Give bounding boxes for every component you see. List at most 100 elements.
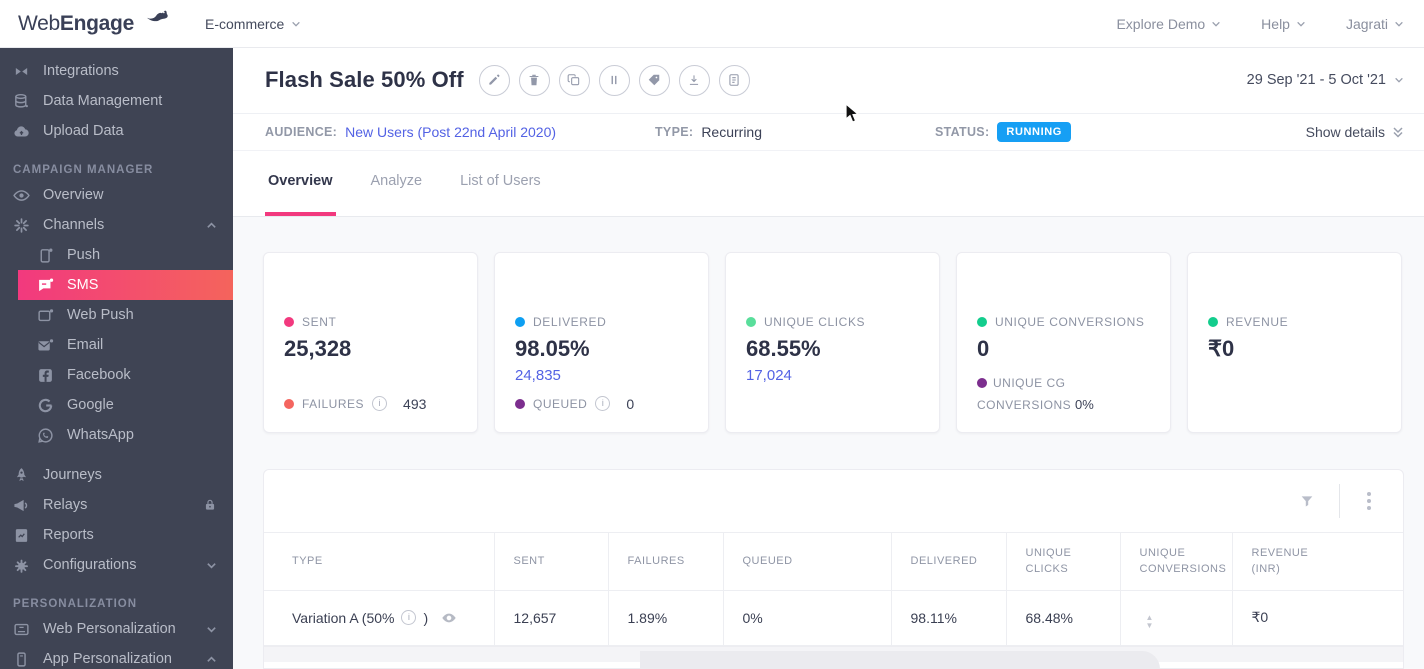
google-icon — [37, 397, 54, 414]
sidebar-item-configurations[interactable]: Configurations — [0, 550, 233, 580]
stat-label: SENT — [302, 314, 337, 329]
column-header-revenue[interactable]: REVENUE (INR) — [1231, 531, 1403, 591]
sidebar-item-label: Relays — [43, 497, 88, 513]
overlay-blob — [640, 651, 1160, 669]
section-personalization: PERSONALIZATION — [13, 598, 138, 610]
failures-cell: 1.89% — [607, 589, 724, 646]
stat-label: UNIQUE CONVERSIONS — [995, 314, 1145, 329]
variations-table: TYPE SENT FAILURES QUEUED DELIVERED UNIQ… — [264, 531, 1403, 646]
help-label: Help — [1261, 15, 1290, 32]
table-header-row: TYPE SENT FAILURES QUEUED DELIVERED UNIQ… — [264, 531, 1403, 591]
sidebar-item-journeys[interactable]: Journeys — [0, 460, 233, 490]
info-icon[interactable]: i — [372, 396, 388, 412]
campaign-meta-bar: AUDIENCE: New Users (Post 22nd April 202… — [233, 112, 1424, 152]
tab-list-of-users[interactable]: List of Users — [460, 172, 541, 189]
sidebar-item-push[interactable]: Push — [0, 240, 233, 270]
report-icon — [729, 74, 739, 87]
column-header-unique-conversions[interactable]: UNIQUE CONVERSIONS — [1119, 531, 1233, 591]
chevron-down-icon — [1212, 21, 1220, 27]
table-menu-button[interactable] — [1361, 490, 1377, 512]
stat-card-unique-conversions: UNIQUE CONVERSIONS 0 UNIQUE CG CONVERSIO… — [956, 251, 1171, 433]
sidebar-item-sms[interactable]: SMS — [18, 270, 233, 300]
workspace-selector[interactable]: E-commerce — [205, 16, 301, 32]
delivered-cell: 98.11% — [890, 589, 1007, 646]
edit-button[interactable] — [478, 64, 510, 96]
duplicate-button[interactable] — [558, 64, 590, 96]
sidebar-item-label: Web Push — [67, 307, 134, 323]
chevron-down-icon — [1297, 21, 1305, 27]
sidebar-item-app-personalization[interactable]: App Personalization — [0, 644, 233, 669]
sidebar-item-google[interactable]: Google — [0, 390, 233, 420]
web-personalization-icon — [13, 621, 30, 638]
stat-label: DELIVERED — [533, 314, 607, 329]
sidebar-item-label: Integrations — [43, 63, 119, 79]
delivered-dot-icon — [515, 316, 525, 327]
audience-link[interactable]: New Users (Post 22nd April 2020) — [345, 123, 557, 140]
date-range-picker[interactable]: 29 Sep '21 - 5 Oct '21 — [1247, 72, 1404, 88]
whatsapp-icon — [37, 427, 54, 444]
sidebar-item-channels[interactable]: Channels — [0, 210, 233, 240]
column-header-type[interactable]: TYPE — [264, 531, 495, 591]
sidebar-item-reports[interactable]: Reports — [0, 520, 233, 550]
email-channel-icon — [37, 337, 54, 354]
reports-icon — [13, 527, 30, 544]
workspace-name: E-commerce — [205, 15, 285, 32]
cg-conversions-value: 0% — [1075, 396, 1094, 412]
stat-label: REVENUE — [1226, 314, 1289, 329]
tag-button[interactable] — [638, 64, 670, 96]
explore-demo-label: Explore Demo — [1116, 15, 1206, 32]
sidebar-item-data-management[interactable]: Data Management — [0, 86, 233, 116]
show-details-toggle[interactable]: Show details — [1306, 124, 1404, 140]
sidebar-item-facebook[interactable]: Facebook — [0, 360, 233, 390]
variation-name: Variation A (50% — [292, 609, 395, 626]
sidebar-item-web-personalization[interactable]: Web Personalization — [0, 614, 233, 644]
explore-demo-menu[interactable]: Explore Demo — [1116, 16, 1221, 32]
sidebar-item-overview[interactable]: Overview — [0, 180, 233, 210]
filter-icon — [1301, 496, 1313, 507]
sort-toggle-icon[interactable]: ▲ ▼ — [1145, 612, 1154, 630]
duplicate-icon — [567, 74, 580, 86]
download-icon — [690, 75, 699, 86]
user-menu[interactable]: Jagrati — [1346, 16, 1404, 32]
sidebar-item-integrations[interactable]: Integrations — [0, 56, 233, 86]
filter-button[interactable] — [1296, 490, 1318, 512]
tab-overview[interactable]: Overview — [265, 173, 336, 216]
column-header-failures[interactable]: FAILURES — [607, 531, 724, 591]
failures-dot-icon — [284, 398, 294, 409]
sidebar-item-upload-data[interactable]: Upload Data — [0, 116, 233, 146]
sent-dot-icon — [284, 316, 294, 327]
delivered-count-link[interactable]: 24,835 — [515, 366, 561, 384]
sidebar: Integrations Data Management Upload Data… — [0, 48, 233, 669]
sidebar-item-label: Google — [67, 397, 114, 413]
stat-card-delivered: DELIVERED 98.05% 24,835 QUEUED i 0 — [494, 251, 709, 433]
sidebar-item-web-push[interactable]: Web Push — [0, 300, 233, 330]
chevron-down-icon — [292, 21, 301, 27]
unique-conversions-cell: ▲ ▼ — [1119, 589, 1233, 646]
report-button[interactable] — [718, 64, 750, 96]
webengage-logo[interactable]: WebEngage — [18, 10, 205, 36]
info-icon[interactable]: i — [401, 610, 417, 626]
app-personalization-icon — [13, 651, 30, 668]
preview-variation-icon[interactable] — [441, 610, 457, 626]
delete-button[interactable] — [518, 64, 550, 96]
sidebar-item-whatsapp[interactable]: WhatsApp — [0, 420, 233, 450]
column-header-sent[interactable]: SENT — [493, 531, 609, 591]
column-header-unique-clicks[interactable]: UNIQUE CLICKS — [1005, 531, 1121, 591]
sidebar-item-relays[interactable]: Relays — [0, 490, 233, 520]
info-icon[interactable]: i — [595, 396, 611, 412]
unique-clicks-count-link[interactable]: 17,024 — [746, 366, 792, 384]
failures-value: 493 — [403, 395, 427, 412]
tab-analyze[interactable]: Analyze — [370, 172, 423, 189]
download-button[interactable] — [678, 64, 710, 96]
pause-button[interactable] — [598, 64, 630, 96]
help-menu[interactable]: Help — [1261, 16, 1306, 32]
pause-icon — [611, 76, 617, 85]
column-header-queued[interactable]: QUEUED — [722, 531, 892, 591]
sidebar-item-email[interactable]: Email — [0, 330, 233, 360]
page-title: Flash Sale 50% Off — [265, 67, 464, 93]
column-header-delivered[interactable]: DELIVERED — [890, 531, 1007, 591]
queued-label: QUEUED — [533, 396, 588, 411]
type-value: Recurring — [701, 123, 763, 140]
variations-table-card: TYPE SENT FAILURES QUEUED DELIVERED UNIQ… — [263, 468, 1404, 669]
chevron-up-icon — [207, 221, 216, 228]
